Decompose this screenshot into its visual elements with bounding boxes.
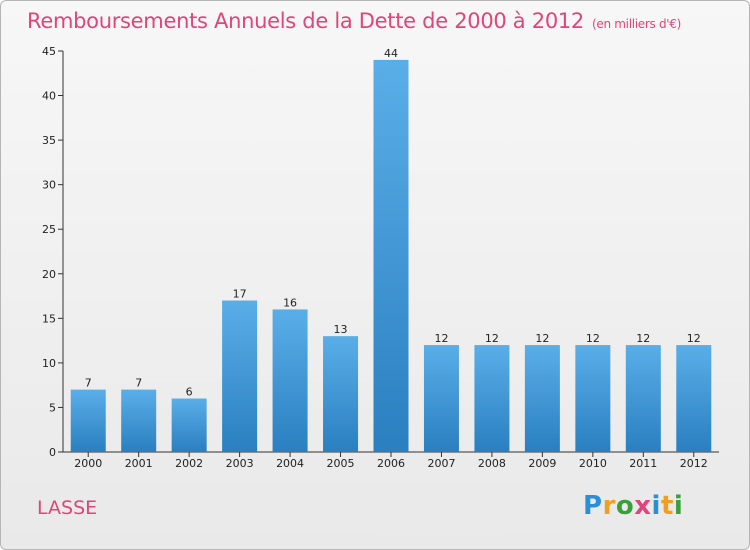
x-tick-label: 2004: [276, 457, 304, 470]
data-label: 17: [233, 288, 247, 301]
bars: 7 7 6 17 16 13 44 12 12 12 12 12 12: [70, 47, 712, 453]
chart-title: Remboursements Annuels de la Dette de 20…: [27, 9, 681, 33]
bar: [272, 309, 308, 452]
logo-letter: x: [634, 491, 652, 521]
x-tick-label: 2010: [579, 457, 607, 470]
x-tick-label: 2000: [74, 457, 102, 470]
bar: [676, 345, 712, 452]
y-tick-label: 35: [42, 134, 56, 147]
data-label: 12: [687, 332, 701, 345]
x-tick-label: 2005: [327, 457, 355, 470]
y-tick-label: 40: [42, 90, 56, 103]
bar: [423, 345, 459, 452]
x-tick-label: 2007: [427, 457, 455, 470]
commune-name: LASSE: [37, 497, 98, 519]
logo-letter: t: [660, 491, 674, 521]
bar: [70, 389, 106, 452]
bar: [373, 59, 409, 453]
bar: [625, 345, 661, 452]
y-tick-label: 5: [49, 401, 56, 414]
bar: [474, 345, 510, 452]
data-label: 6: [186, 386, 193, 399]
x-tick-label: 2001: [125, 457, 153, 470]
x-tick-label: 2008: [478, 457, 506, 470]
x-tick-label: 2006: [377, 457, 405, 470]
logo-letter: r: [602, 491, 616, 521]
bar: [323, 336, 359, 452]
x-tick-label: 2012: [680, 457, 708, 470]
y-tick-label: 15: [42, 312, 56, 325]
data-label: 7: [85, 377, 92, 390]
y-tick-label: 45: [42, 45, 56, 58]
data-label: 12: [586, 332, 600, 345]
data-label: 13: [334, 323, 348, 336]
data-label: 16: [283, 296, 297, 309]
proxiti-logo: Proxiti: [583, 491, 683, 521]
bar: [121, 389, 157, 452]
logo-letter: o: [615, 491, 635, 521]
x-tick-label: 2009: [528, 457, 556, 470]
data-label: 12: [485, 332, 499, 345]
data-label: 12: [434, 332, 448, 345]
logo-letter: i: [651, 491, 661, 521]
y-tick-label: 0: [49, 446, 56, 459]
bar: [575, 345, 611, 452]
bar: [222, 300, 258, 452]
y-tick-label: 20: [42, 268, 56, 281]
bar: [524, 345, 560, 452]
x-tick-label: 2002: [175, 457, 203, 470]
x-tick-label: 2003: [226, 457, 254, 470]
data-label: 12: [535, 332, 549, 345]
data-label: 7: [135, 377, 142, 390]
logo-letter: i: [673, 491, 684, 521]
logo-letter: P: [583, 491, 603, 521]
y-tick-label: 25: [42, 223, 56, 236]
x-tick-label: 2011: [629, 457, 657, 470]
bar: [171, 398, 207, 452]
chart-title-text: Remboursements Annuels de la Dette de 20…: [27, 9, 584, 33]
data-label: 12: [636, 332, 650, 345]
y-tick-label: 30: [42, 179, 56, 192]
data-label: 44: [384, 47, 398, 60]
chart-unit: (en milliers d'€): [592, 17, 682, 31]
y-tick-label: 10: [42, 357, 56, 370]
axes: 0 5 10 15 20 25 30 35 40 45 2000 2001 2002 2003 2004 20…: [42, 45, 719, 470]
